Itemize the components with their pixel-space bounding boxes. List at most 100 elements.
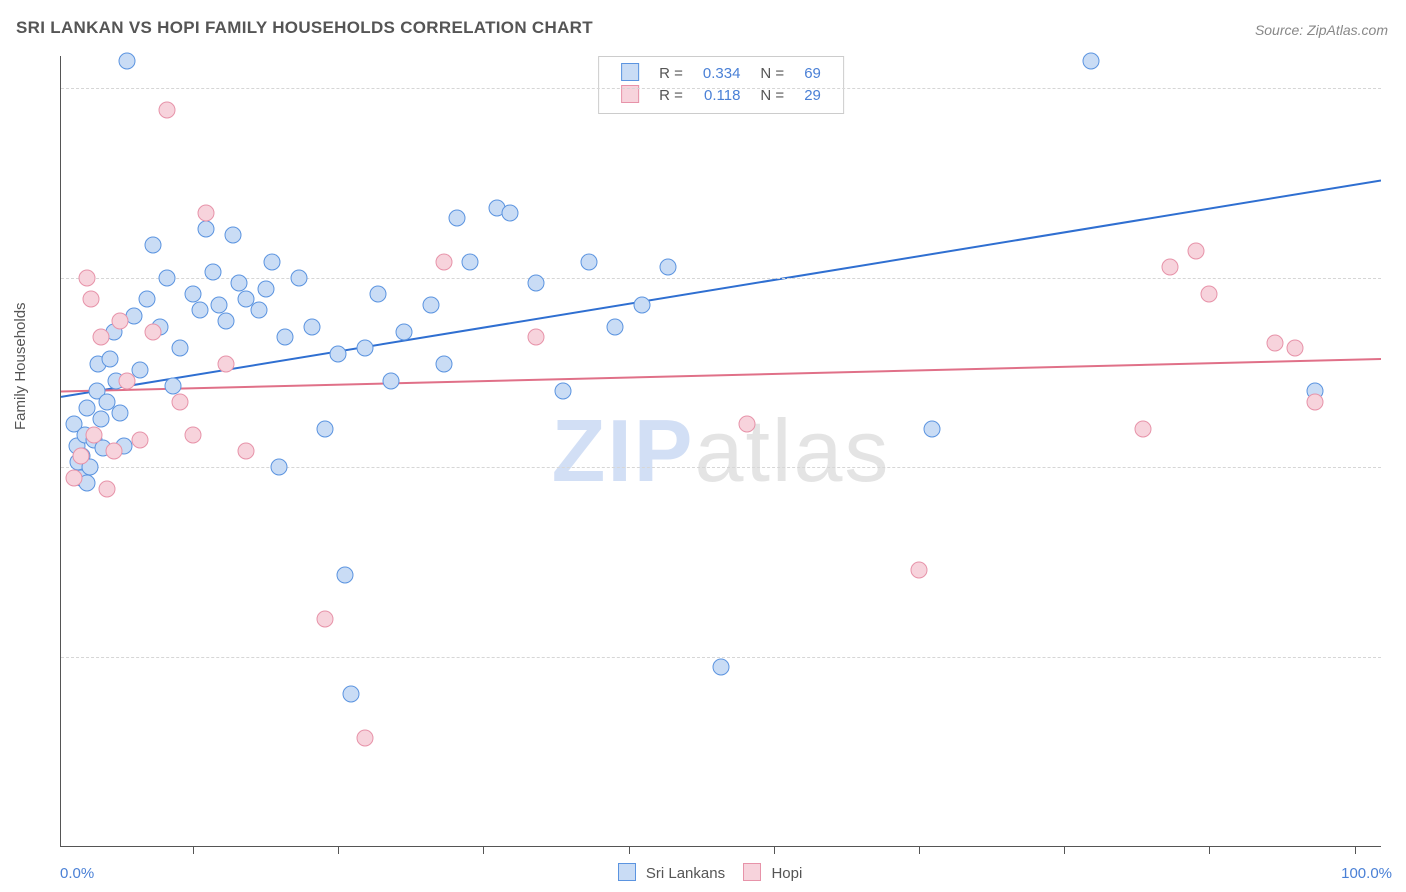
scatter-point-series2 bbox=[1307, 394, 1324, 411]
scatter-point-series2 bbox=[198, 204, 215, 221]
y-tick-label: 82.5% bbox=[1389, 269, 1406, 286]
scatter-point-series1 bbox=[369, 286, 386, 303]
scatter-point-series1 bbox=[633, 296, 650, 313]
scatter-point-series1 bbox=[119, 53, 136, 70]
scatter-point-series2 bbox=[86, 426, 103, 443]
scatter-point-series1 bbox=[158, 269, 175, 286]
legend-label-1: Sri Lankans bbox=[646, 865, 725, 882]
scatter-point-series1 bbox=[165, 378, 182, 395]
scatter-point-series2 bbox=[105, 443, 122, 460]
x-tick bbox=[483, 846, 484, 854]
scatter-point-series1 bbox=[396, 323, 413, 340]
scatter-point-series1 bbox=[218, 313, 235, 330]
x-tick bbox=[1064, 846, 1065, 854]
y-axis-label: Family Households bbox=[12, 302, 29, 430]
stat-R-value-1: 0.334 bbox=[693, 63, 751, 85]
scatter-point-series2 bbox=[435, 253, 452, 270]
scatter-point-series1 bbox=[449, 210, 466, 227]
scatter-point-series1 bbox=[277, 329, 294, 346]
scatter-point-series2 bbox=[317, 610, 334, 627]
swatch-series2 bbox=[743, 863, 761, 881]
scatter-point-series1 bbox=[607, 318, 624, 335]
watermark-part2: atlas bbox=[695, 401, 891, 500]
x-tick bbox=[1355, 846, 1356, 854]
scatter-plot-area: ZIPatlas R = 0.334 N = 69 R = 0.118 N = … bbox=[60, 56, 1381, 847]
chart-title: SRI LANKAN VS HOPI FAMILY HOUSEHOLDS COR… bbox=[16, 18, 593, 38]
scatter-point-series2 bbox=[1287, 340, 1304, 357]
scatter-point-series1 bbox=[270, 459, 287, 476]
y-tick-label: 100.0% bbox=[1389, 80, 1406, 97]
scatter-point-series1 bbox=[251, 302, 268, 319]
scatter-point-series1 bbox=[924, 421, 941, 438]
scatter-point-series1 bbox=[224, 226, 241, 243]
scatter-point-series2 bbox=[528, 329, 545, 346]
scatter-point-series1 bbox=[501, 204, 518, 221]
scatter-point-series1 bbox=[264, 253, 281, 270]
scatter-point-series1 bbox=[231, 275, 248, 292]
scatter-point-series1 bbox=[660, 259, 677, 276]
scatter-point-series1 bbox=[204, 264, 221, 281]
scatter-point-series2 bbox=[1267, 334, 1284, 351]
scatter-point-series1 bbox=[211, 296, 228, 313]
correlation-stat-box: R = 0.334 N = 69 R = 0.118 N = 29 bbox=[598, 56, 844, 114]
scatter-point-series1 bbox=[317, 421, 334, 438]
x-tick bbox=[338, 846, 339, 854]
scatter-point-series2 bbox=[145, 323, 162, 340]
scatter-point-series1 bbox=[138, 291, 155, 308]
x-tick bbox=[1209, 846, 1210, 854]
scatter-point-series1 bbox=[336, 567, 353, 584]
scatter-point-series2 bbox=[739, 415, 756, 432]
x-tick bbox=[919, 846, 920, 854]
scatter-point-series1 bbox=[290, 269, 307, 286]
scatter-point-series1 bbox=[191, 302, 208, 319]
scatter-point-series2 bbox=[119, 372, 136, 389]
scatter-point-series1 bbox=[343, 686, 360, 703]
scatter-point-series1 bbox=[356, 340, 373, 357]
x-tick bbox=[629, 846, 630, 854]
scatter-point-series1 bbox=[435, 356, 452, 373]
scatter-point-series1 bbox=[554, 383, 571, 400]
scatter-point-series2 bbox=[1188, 242, 1205, 259]
trend-line-series2 bbox=[61, 359, 1381, 391]
scatter-point-series2 bbox=[911, 562, 928, 579]
scatter-point-series2 bbox=[171, 394, 188, 411]
scatter-point-series1 bbox=[1082, 53, 1099, 70]
scatter-point-series2 bbox=[92, 329, 109, 346]
scatter-point-series1 bbox=[112, 405, 129, 422]
x-tick bbox=[193, 846, 194, 854]
gridline bbox=[61, 467, 1381, 468]
scatter-point-series2 bbox=[83, 291, 100, 308]
scatter-point-series2 bbox=[72, 448, 89, 465]
scatter-point-series1 bbox=[92, 410, 109, 427]
scatter-point-series1 bbox=[713, 659, 730, 676]
x-tick bbox=[774, 846, 775, 854]
stat-N-label: N = bbox=[750, 63, 794, 85]
scatter-point-series1 bbox=[528, 275, 545, 292]
scatter-point-series2 bbox=[1135, 421, 1152, 438]
y-tick-label: 47.5% bbox=[1389, 648, 1406, 665]
scatter-point-series1 bbox=[185, 286, 202, 303]
scatter-point-series2 bbox=[158, 102, 175, 119]
swatch-series1 bbox=[618, 863, 636, 881]
scatter-point-series2 bbox=[112, 313, 129, 330]
scatter-point-series1 bbox=[462, 253, 479, 270]
scatter-point-series1 bbox=[303, 318, 320, 335]
scatter-point-series1 bbox=[257, 280, 274, 297]
scatter-point-series2 bbox=[99, 480, 116, 497]
scatter-point-series1 bbox=[383, 372, 400, 389]
scatter-point-series1 bbox=[198, 221, 215, 238]
scatter-point-series2 bbox=[132, 432, 149, 449]
gridline bbox=[61, 88, 1381, 89]
gridline bbox=[61, 657, 1381, 658]
watermark-part1: ZIP bbox=[552, 401, 695, 500]
stat-N-value-1: 69 bbox=[794, 63, 831, 85]
stat-row-series1: R = 0.334 N = 69 bbox=[611, 63, 831, 85]
scatter-point-series1 bbox=[422, 296, 439, 313]
bottom-legend: Sri Lankans Hopi bbox=[0, 863, 1406, 882]
scatter-point-series2 bbox=[1161, 259, 1178, 276]
scatter-point-series2 bbox=[237, 443, 254, 460]
y-tick-label: 65.0% bbox=[1389, 459, 1406, 476]
source-attribution: Source: ZipAtlas.com bbox=[1255, 22, 1388, 38]
scatter-point-series2 bbox=[218, 356, 235, 373]
swatch-series1 bbox=[621, 63, 639, 81]
